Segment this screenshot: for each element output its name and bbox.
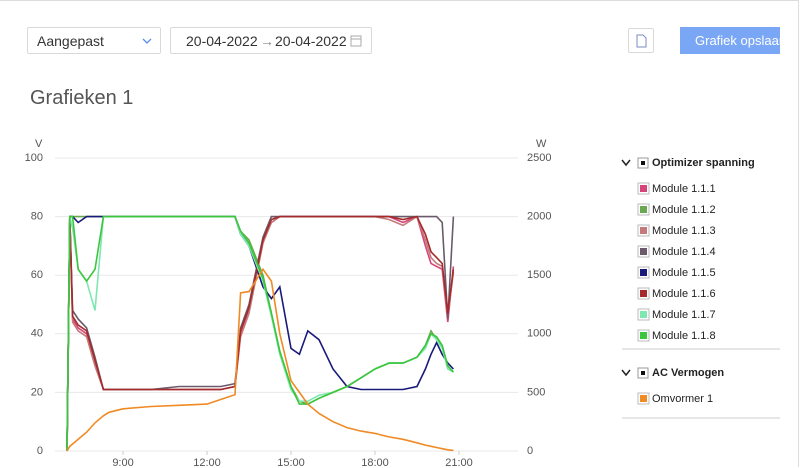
- legend-swatch: [640, 269, 647, 276]
- y-tick-label: 100: [25, 152, 43, 164]
- range-value: Aangepast: [37, 33, 104, 49]
- y-tick-label: 0: [37, 445, 43, 457]
- legend-swatch: [640, 227, 647, 234]
- save-button[interactable]: Grafiek opslaan: [680, 27, 780, 54]
- legend-group-check: [641, 371, 645, 375]
- y2-tick-label: 1500: [527, 269, 551, 281]
- legend-item[interactable]: Module 1.1.2: [652, 204, 716, 216]
- x-tick-label: 21:00: [445, 457, 473, 468]
- legend-swatch: [640, 248, 647, 255]
- y2-tick-label: 2500: [527, 152, 551, 164]
- legend-group-title[interactable]: Optimizer spanning: [652, 157, 755, 169]
- date-to: 20-04-2022: [275, 33, 347, 49]
- legend-item[interactable]: Module 1.1.5: [652, 267, 716, 279]
- legend-swatch: [640, 185, 647, 192]
- y2-tick-label: 500: [527, 386, 545, 398]
- y-axis-label: V: [35, 138, 43, 150]
- x-tick-label: 12:00: [193, 457, 221, 468]
- y-tick-label: 80: [31, 211, 43, 223]
- legend-swatch: [640, 206, 647, 213]
- legend-item[interactable]: Module 1.1.1: [652, 183, 716, 195]
- legend-item[interactable]: Module 1.1.3: [652, 225, 716, 237]
- legend-item[interactable]: Module 1.1.6: [652, 288, 716, 300]
- y2-tick-label: 2000: [527, 211, 551, 223]
- range-select[interactable]: Aangepast: [27, 27, 161, 54]
- y2-tick-label: 0: [527, 445, 533, 457]
- legend-swatch: [640, 332, 647, 339]
- csv-icon: [636, 34, 647, 48]
- legend-group-chevron[interactable]: [621, 369, 631, 377]
- legend-item[interactable]: Module 1.1.4: [652, 246, 716, 258]
- x-tick-label: 18:00: [361, 457, 389, 468]
- y-tick-label: 60: [31, 269, 43, 281]
- date-separator: →: [260, 33, 274, 49]
- legend-group-chevron[interactable]: [621, 159, 631, 167]
- legend-group-title[interactable]: AC Vermogen: [652, 367, 724, 379]
- legend-item[interactable]: Module 1.1.8: [652, 330, 716, 342]
- page-title: Grafieken 1: [30, 87, 134, 109]
- legend-swatch: [640, 290, 647, 297]
- date-range[interactable]: 20-04-2022 → 20-04-2022: [170, 27, 372, 54]
- x-tick-label: 9:00: [112, 457, 133, 468]
- series-line: [66, 215, 454, 452]
- chevron-icon: [142, 38, 152, 44]
- x-tick-label: 15:00: [277, 457, 305, 468]
- legend-group-check: [641, 161, 645, 165]
- y2-axis-label: W: [536, 138, 547, 150]
- y-tick-label: 40: [31, 328, 43, 340]
- series-line: [66, 215, 455, 452]
- y-tick-label: 20: [31, 386, 43, 398]
- csv-button[interactable]: [628, 28, 654, 53]
- calendar-icon: [350, 35, 362, 47]
- date-from: 20-04-2022: [186, 33, 258, 49]
- legend-swatch: [640, 311, 647, 318]
- legend-swatch: [640, 395, 647, 402]
- series-line: [66, 267, 454, 452]
- legend-item[interactable]: Module 1.1.7: [652, 309, 716, 321]
- series-line: [66, 215, 454, 452]
- y2-tick-label: 1000: [527, 328, 551, 340]
- legend-item[interactable]: Omvormer 1: [652, 393, 713, 405]
